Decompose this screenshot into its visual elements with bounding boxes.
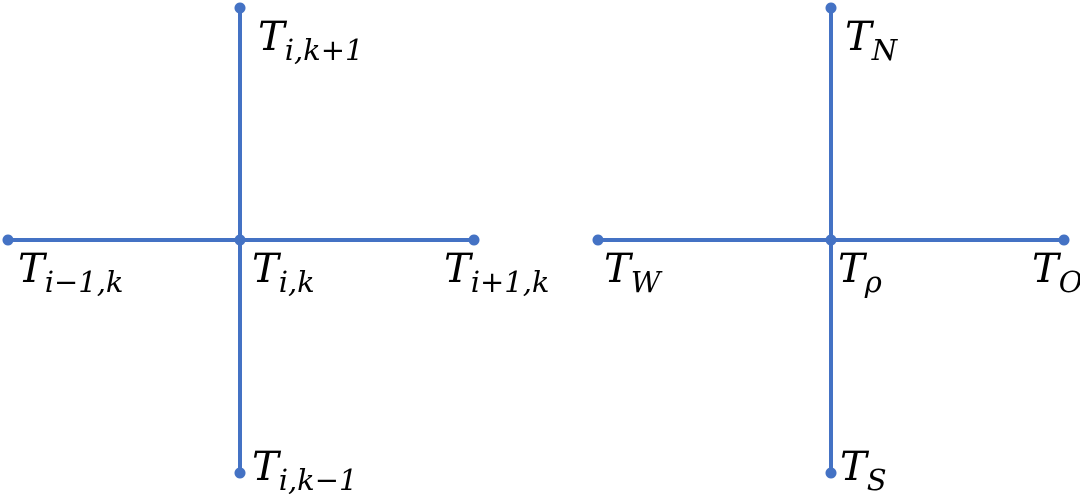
right-east-node bbox=[1058, 234, 1070, 246]
left-center-label: Ti,k bbox=[252, 246, 315, 299]
right-north-node bbox=[825, 2, 837, 14]
right-west-label: TW bbox=[604, 246, 663, 299]
right-stencil: TN TW Tρ TO TS bbox=[592, 2, 1080, 497]
left-south-label: Ti,k−1 bbox=[252, 444, 358, 497]
right-east-label: TO bbox=[1032, 246, 1080, 299]
left-center-node bbox=[234, 234, 246, 246]
right-center-label: Tρ bbox=[838, 246, 882, 299]
left-west-node bbox=[2, 234, 14, 246]
left-stencil: Ti,k+1 Ti−1,k Ti,k Ti+1,k Ti,k−1 bbox=[2, 2, 550, 497]
right-south-label: TS bbox=[840, 444, 887, 497]
right-center-node bbox=[825, 234, 837, 246]
left-north-label: Ti,k+1 bbox=[258, 14, 364, 67]
left-east-label: Ti+1,k bbox=[444, 246, 550, 299]
left-north-node bbox=[234, 2, 246, 14]
right-west-node bbox=[592, 234, 604, 246]
left-south-node bbox=[234, 467, 246, 479]
left-east-node bbox=[468, 234, 480, 246]
right-south-node bbox=[825, 467, 837, 479]
right-north-label: TN bbox=[845, 14, 899, 67]
left-west-label: Ti−1,k bbox=[18, 246, 124, 299]
